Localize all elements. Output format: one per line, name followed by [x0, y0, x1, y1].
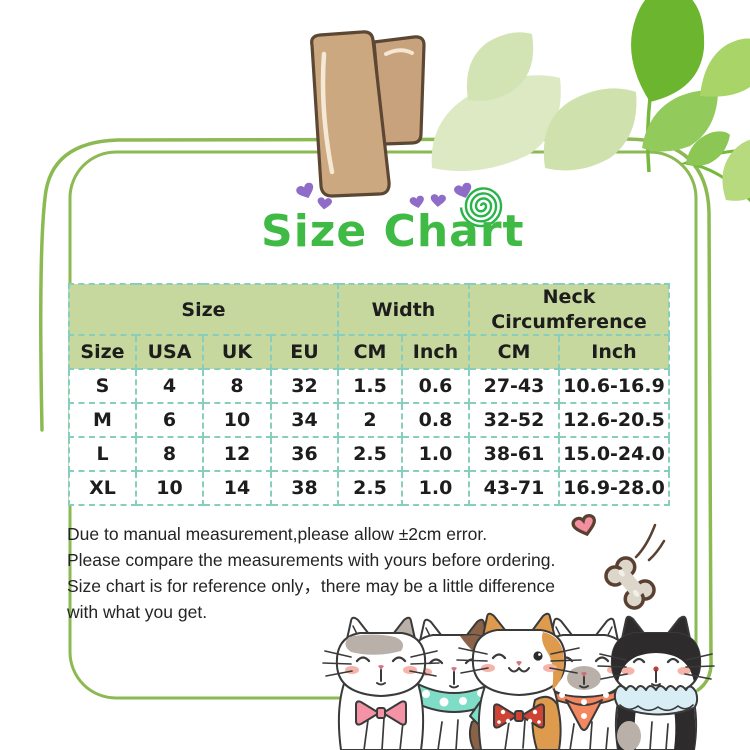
bone-doodle-icon: [604, 523, 666, 610]
col-uk: UK: [202, 334, 272, 371]
table-cell: 43-71: [468, 470, 560, 507]
table-cell: 0.6: [401, 368, 470, 405]
table-cell: 34: [270, 402, 339, 439]
col-group-neck: Neck Circumference: [468, 282, 670, 337]
note-line-3: Size chart is for reference only，there m…: [67, 576, 555, 596]
table-cell: 2.5: [337, 436, 403, 473]
table-cell: 6: [135, 402, 204, 439]
note-line-2: Please compare the measurements with you…: [67, 550, 556, 570]
size-table: Size Width Neck Circumference Size USA U…: [68, 282, 670, 507]
table-cell: 32: [270, 368, 339, 405]
table-cell: 0.8: [401, 402, 470, 439]
clothespin-icon: [310, 30, 426, 198]
table-cell: 1.0: [401, 436, 470, 473]
col-width-inch: Inch: [401, 334, 470, 371]
note-line-4: with what you get.: [67, 602, 208, 622]
table-cell: 2: [337, 402, 403, 439]
table-cell: 12: [202, 436, 272, 473]
table-cell: 36: [270, 436, 339, 473]
cat-blue-collar-icon: [597, 615, 715, 750]
table-row-m: M 6 10 34 2 0.8 32-52 12.6-20.5: [68, 402, 670, 439]
cat-pink-bow-icon: [322, 616, 440, 750]
table-cell: 4: [135, 368, 204, 405]
table-cell: L: [68, 436, 137, 473]
cat-brown-scarf-icon: [395, 618, 513, 750]
table-cell: 14: [202, 470, 272, 507]
table-cell: 1.5: [337, 368, 403, 405]
table-cell: 38: [270, 470, 339, 507]
table-cell: 10: [135, 470, 204, 507]
table-cell: 10: [202, 402, 272, 439]
table-row-l: L 8 12 36 2.5 1.0 38-61 15.0-24.0: [68, 436, 670, 473]
table-cell: 2.5: [337, 470, 403, 507]
cat-coral-bandana-icon: [525, 617, 643, 750]
col-neck-inch: Inch: [558, 334, 670, 371]
table-cell: 1.0: [401, 470, 470, 507]
col-size: Size: [68, 334, 137, 371]
table-group-header-row: Size Width Neck Circumference: [68, 282, 670, 337]
leaves-icon: [431, 0, 750, 203]
page-title: Size Chart: [261, 206, 525, 257]
table-row-s: S 4 8 32 1.5 0.6 27-43 10.6-16.9: [68, 368, 670, 405]
table-cell: 38-61: [468, 436, 560, 473]
table-cell: XL: [68, 470, 137, 507]
col-group-width: Width: [337, 282, 470, 337]
col-neck-cm: CM: [468, 334, 560, 371]
pink-heart-doodle-icon: [571, 514, 596, 537]
col-group-neck-label: Neck Circumference: [491, 286, 647, 333]
table-row-xl: XL 10 14 38 2.5 1.0 43-71 16.9-28.0: [68, 470, 670, 507]
col-usa: USA: [135, 334, 204, 371]
table-cell: S: [68, 368, 137, 405]
table-cell: M: [68, 402, 137, 439]
table-cell: 27-43: [468, 368, 560, 405]
col-eu: EU: [270, 334, 339, 371]
col-group-size: Size: [68, 282, 339, 337]
disclaimer-text: Due to manual measurement,please allow ±…: [67, 521, 555, 625]
table-cell: 8: [135, 436, 204, 473]
table-cell: 16.9-28.0: [558, 470, 670, 507]
table-cell: 12.6-20.5: [558, 402, 670, 439]
table-cell: 15.0-24.0: [558, 436, 670, 473]
cat-red-bow-icon: [456, 612, 582, 750]
col-width-cm: CM: [337, 334, 403, 371]
table-cell: 32-52: [468, 402, 560, 439]
table-cell: 8: [202, 368, 272, 405]
table-cell: 10.6-16.9: [558, 368, 670, 405]
table-subheader-row: Size USA UK EU CM Inch CM Inch: [68, 334, 670, 371]
note-line-1: Due to manual measurement,please allow ±…: [67, 524, 488, 544]
